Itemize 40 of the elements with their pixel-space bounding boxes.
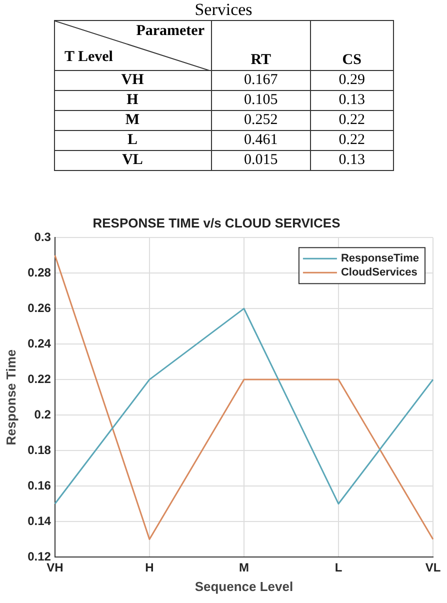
text: 0.22 xyxy=(310,110,393,130)
y-tick-label: 0.12 xyxy=(28,549,52,564)
legend-label: CloudServices xyxy=(340,266,418,279)
text: L xyxy=(54,130,211,150)
x-tick-label: M xyxy=(238,560,249,575)
text: 0.13 xyxy=(310,90,393,110)
text: CS xyxy=(310,20,393,70)
text: 0.29 xyxy=(310,70,393,90)
x-tick-label: VL xyxy=(425,560,441,575)
text: H xyxy=(54,90,211,110)
y-tick-label: 0.14 xyxy=(28,514,52,528)
text: 0.015 xyxy=(211,150,311,170)
text: M xyxy=(54,110,211,130)
y-tick-label: 0.2 xyxy=(34,407,52,422)
text: VL xyxy=(54,150,211,170)
text: Parameter xyxy=(136,23,204,40)
text: Services xyxy=(194,0,254,20)
y-tick-label: 0.26 xyxy=(28,300,52,315)
text: 0.13 xyxy=(310,150,393,170)
x-tick-label: VH xyxy=(46,560,64,575)
y-tick-label: 0.24 xyxy=(28,336,52,350)
text: RT xyxy=(211,20,311,70)
legend-label: ResponseTime xyxy=(340,252,420,265)
text: 0.461 xyxy=(211,130,311,150)
text: 0.22 xyxy=(310,130,393,150)
y-tick-label: 0.18 xyxy=(28,442,52,457)
y-tick-label: 0.22 xyxy=(28,372,52,386)
y-tick-label: 0.16 xyxy=(28,478,52,492)
text: T Level xyxy=(64,49,113,66)
x-tick-label: L xyxy=(334,560,342,575)
y-tick-label: 0.3 xyxy=(34,230,52,244)
y-axis-title: Response Time xyxy=(3,349,18,446)
text: VH xyxy=(54,70,211,90)
y-tick-label: 0.28 xyxy=(28,265,52,280)
x-axis-title: Sequence Level xyxy=(194,578,294,594)
text: 0.105 xyxy=(211,90,311,110)
text: 0.252 xyxy=(211,110,311,130)
x-tick-label: H xyxy=(145,560,154,575)
chart-title: RESPONSE TIME v/s CLOUD SERVICES xyxy=(92,215,341,230)
text: 0.167 xyxy=(211,70,311,90)
